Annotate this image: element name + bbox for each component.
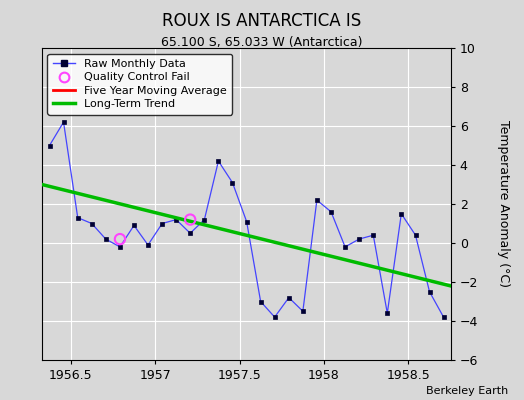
Text: Berkeley Earth: Berkeley Earth xyxy=(426,386,508,396)
Legend: Raw Monthly Data, Quality Control Fail, Five Year Moving Average, Long-Term Tren: Raw Monthly Data, Quality Control Fail, … xyxy=(48,54,233,115)
Text: ROUX IS ANTARCTICA IS: ROUX IS ANTARCTICA IS xyxy=(162,12,362,30)
Point xyxy=(186,216,194,223)
Y-axis label: Temperature Anomaly (°C): Temperature Anomaly (°C) xyxy=(497,120,510,288)
Point xyxy=(116,236,124,242)
Text: 65.100 S, 65.033 W (Antarctica): 65.100 S, 65.033 W (Antarctica) xyxy=(161,36,363,49)
